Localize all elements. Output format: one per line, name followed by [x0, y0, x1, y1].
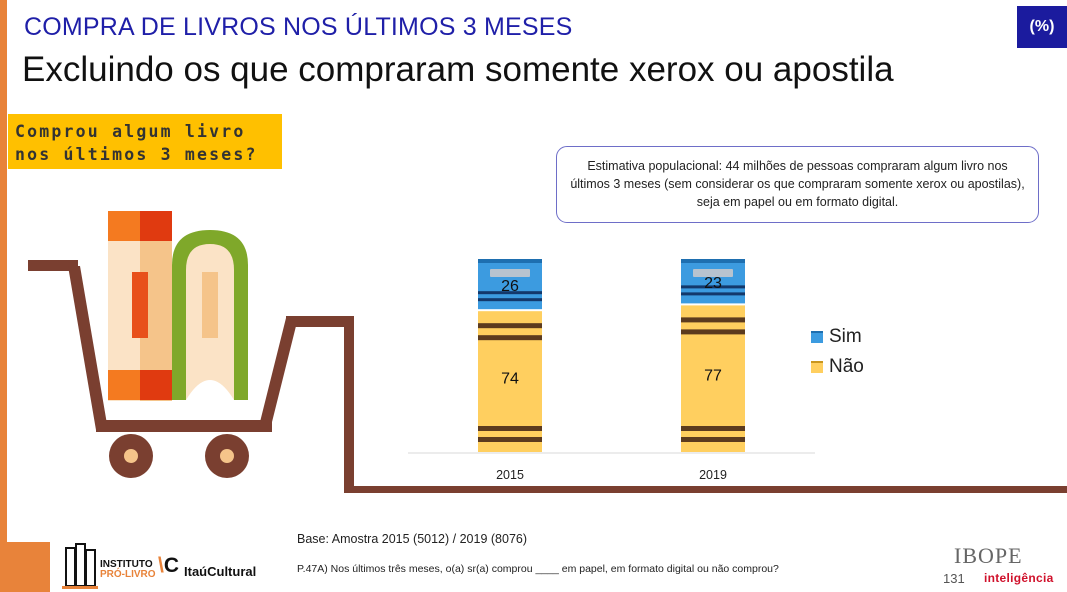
- pro-livro-label: PRÓ-LIVRO: [100, 569, 156, 580]
- itau-cultural-mark-icon: \C: [158, 554, 180, 577]
- bar-sim-band-b-2019: [681, 292, 745, 296]
- bar-nao-band-top-a-2019: [681, 317, 745, 323]
- section-supertitle: COMPRA DE LIVROS NOS ÚLTIMOS 3 MESES: [24, 13, 573, 41]
- bar-sim-band-a-2019: [681, 285, 745, 289]
- bar-nao-band-bottom-a-2015: [478, 426, 542, 431]
- bar-nao-band-bottom-b-2019: [681, 437, 745, 442]
- bar-nao-band-top-b-2015: [478, 335, 542, 341]
- cart-base-line: [344, 486, 1067, 493]
- ibope-logo: IBOPE: [954, 543, 1023, 568]
- data-label-sim-2015: 26: [501, 278, 519, 295]
- question-box: Comprou algum livro nos últimos 3 meses?: [8, 114, 282, 169]
- itau-cultural-logo: ItaúCultural: [184, 564, 257, 579]
- legend-label-nao: Não: [829, 356, 864, 377]
- bar-sim-cap-2015: [478, 259, 542, 263]
- partner-logos: INSTITUTO PRÓ-LIVRO \C ItaúCultural: [62, 542, 272, 590]
- legend-item-nao: Não: [811, 352, 864, 382]
- unit-badge: (%): [1017, 6, 1067, 48]
- bottom-left-accent: [0, 542, 50, 592]
- question-line-1: Comprou algum livro: [15, 122, 246, 141]
- x-tick-label-2015: 2015: [496, 468, 524, 482]
- sample-base: Base: Amostra 2015 (5012) / 2019 (8076): [297, 532, 528, 546]
- population-estimate-note: Estimativa populacional: 44 milhões de p…: [556, 146, 1039, 223]
- legend-item-sim: Sim: [811, 322, 864, 352]
- cart-icon: [28, 260, 354, 492]
- survey-question: P.47A) Nos últimos três meses, o(a) sr(a…: [297, 563, 779, 575]
- question-line-2: nos últimos 3 meses?: [15, 145, 258, 164]
- bar-nao-band-top-a-2015: [478, 323, 542, 329]
- x-tick-label-2019: 2019: [699, 468, 727, 482]
- bar-nao-band-top-b-2019: [681, 329, 745, 335]
- bar-nao-band-bottom-b-2015: [478, 437, 542, 442]
- slide-title: Excluindo os que compraram somente xerox…: [22, 50, 894, 89]
- data-label-nao-2015: 74: [501, 371, 519, 388]
- data-label-sim-2019: 23: [704, 275, 722, 292]
- bar-sim-cap-2019: [681, 259, 745, 263]
- book-green-icon: [172, 230, 248, 400]
- bar-sim-label-plate-2015: [490, 269, 530, 277]
- legend-swatch-nao: [811, 361, 823, 373]
- cart-books-illustration: [28, 211, 354, 492]
- book-orange-icon: [108, 211, 172, 401]
- instituto-label: INSTITUTO: [100, 559, 153, 570]
- bar-sim-label-plate-2019: [693, 269, 733, 277]
- instituto-pro-livro-text: INSTITUTO PRÓ-LIVRO: [100, 560, 156, 580]
- page-number: 131: [943, 571, 965, 586]
- instituto-pro-livro-logo-icon: [62, 543, 98, 589]
- chart-legend: Sim Não: [811, 322, 864, 382]
- ibope-inteligencia-logo: inteligência: [984, 571, 1054, 585]
- left-accent-stripe: [0, 0, 7, 592]
- legend-swatch-sim: [811, 331, 823, 343]
- data-label-nao-2019: 77: [704, 368, 722, 385]
- bar-nao-band-bottom-a-2019: [681, 426, 745, 431]
- bar-sim-band-b-2015: [478, 298, 542, 302]
- legend-label-sim: Sim: [829, 326, 862, 347]
- bar-sim-2019: [681, 259, 745, 304]
- bar-sim-band-a-2015: [478, 291, 542, 295]
